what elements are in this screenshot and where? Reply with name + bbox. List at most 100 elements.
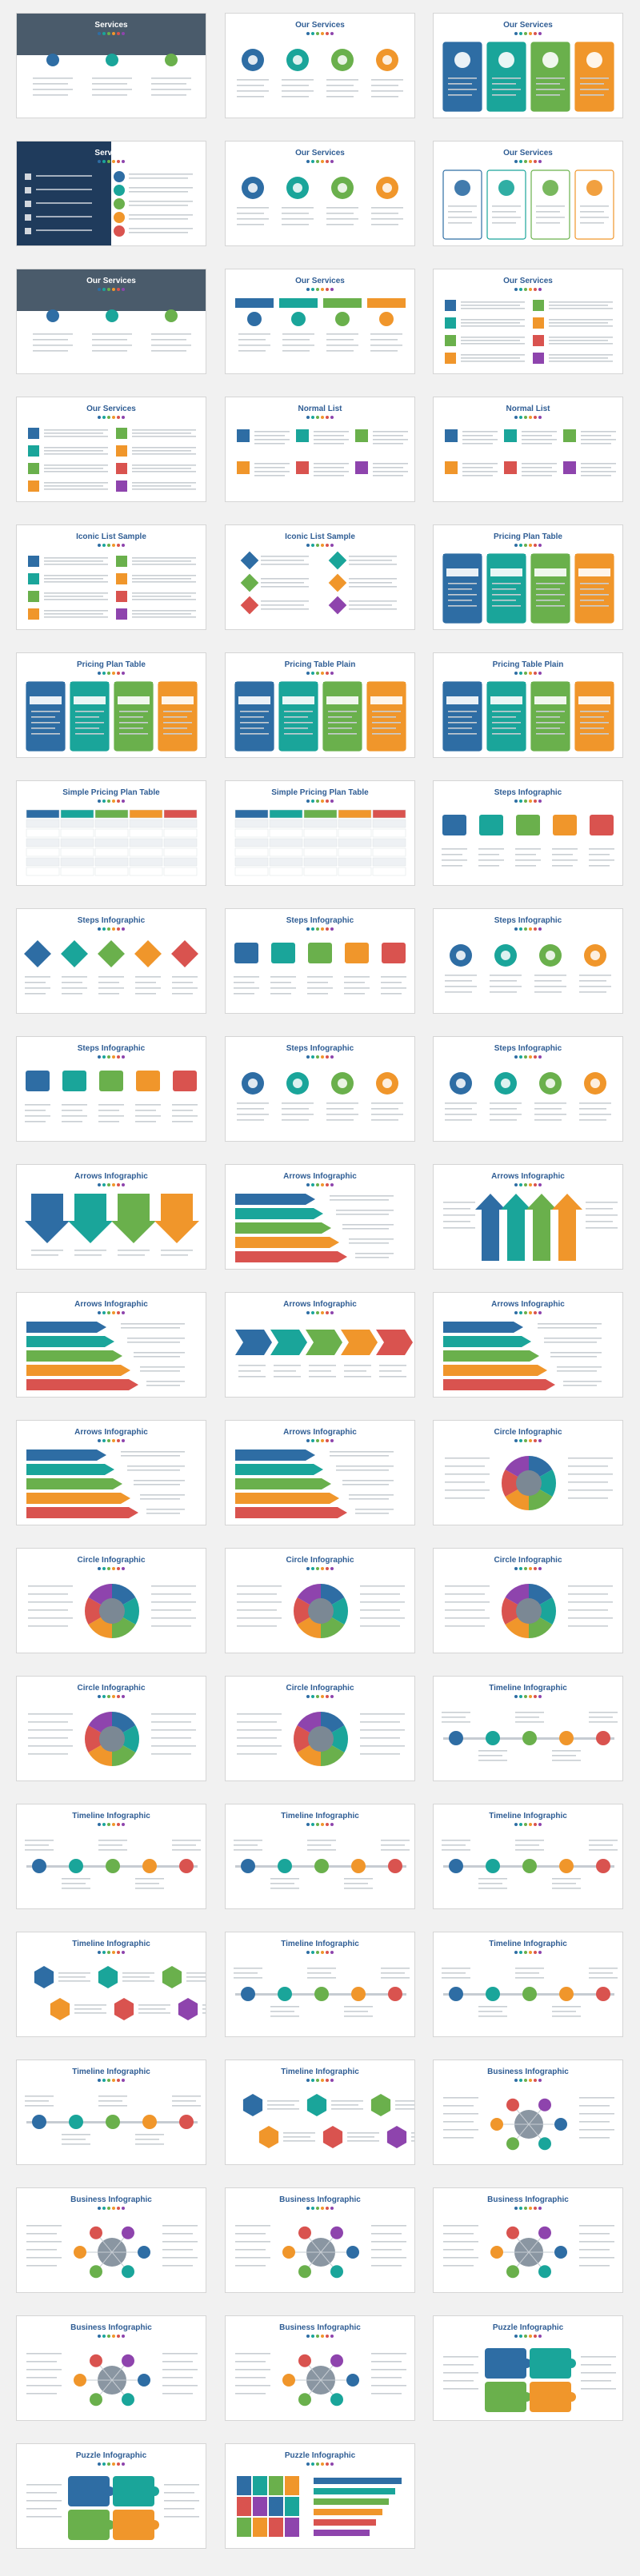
slide-thumbnail[interactable]: Timeline Infographic — [16, 2060, 206, 2165]
slide-thumbnail[interactable]: Business Infographic — [433, 2060, 623, 2165]
slide-thumbnail[interactable]: Services — [16, 13, 206, 118]
slide-thumbnail[interactable]: Pricing Table Plain — [225, 652, 415, 758]
slide-artwork — [445, 300, 613, 364]
slide-thumbnail[interactable]: Steps Infographic — [16, 1036, 206, 1142]
slide-thumbnail[interactable]: Arrows Infographic — [16, 1420, 206, 1525]
slide-title: Puzzle Infographic — [75, 2451, 147, 2460]
slide-thumbnail[interactable]: Our Services — [16, 397, 206, 502]
slide-thumbnail[interactable]: Timeline Infographic — [225, 1804, 415, 1909]
slide-thumbnail[interactable]: Puzzle Infographic — [433, 2315, 623, 2421]
slide-thumbnail[interactable]: Circle Infographic — [16, 1676, 206, 1781]
slide-thumbnail[interactable]: Timeline Infographic — [433, 1932, 623, 2037]
slide-thumbnail[interactable]: Pricing Table Plain — [433, 652, 623, 758]
slide-thumbnail[interactable]: Puzzle Infographic — [16, 2443, 206, 2549]
slide-thumbnail[interactable]: Timeline Infographic — [433, 1676, 623, 1781]
slide-thumbnail[interactable]: Arrows Infographic — [16, 1292, 206, 1398]
slide-thumbnail[interactable]: Our Services — [433, 269, 623, 374]
slide-thumbnail[interactable]: Steps Infographic — [433, 908, 623, 1014]
slide-title: Timeline Infographic — [489, 1684, 567, 1693]
slide-thumbnail[interactable]: Iconic List Sample — [225, 524, 415, 630]
slide-thumbnail[interactable]: Circle Infographic — [225, 1676, 415, 1781]
slide-thumbnail[interactable]: Circle Infographic — [225, 1548, 415, 1653]
slide-thumbnail[interactable]: Simple Pricing Plan Table — [225, 780, 415, 886]
slide-thumbnail[interactable]: Arrows Infographic — [433, 1292, 623, 1398]
slide-thumbnail[interactable]: Services — [16, 141, 206, 246]
slide-title: Business Infographic — [70, 2195, 152, 2204]
slide-artwork — [26, 681, 198, 752]
slide-accent-dots — [226, 672, 414, 675]
slide-thumbnail[interactable]: Our Services — [433, 141, 623, 246]
slide-thumbnail[interactable]: Business Infographic — [16, 2187, 206, 2293]
slide-title: Arrows Infographic — [283, 1428, 357, 1437]
slide-thumbnail[interactable]: Our Services — [433, 13, 623, 118]
slide-accent-dots — [226, 800, 414, 803]
slide-thumbnail[interactable]: Circle Infographic — [16, 1548, 206, 1653]
slide-title: Timeline Infographic — [72, 1940, 150, 1948]
slide-title: Arrows Infographic — [74, 1300, 148, 1309]
slide-title: Our Services — [503, 277, 553, 285]
slide-thumbnail[interactable]: Steps Infographic — [433, 780, 623, 886]
slide-title: Normal List — [298, 405, 342, 413]
slide-title: Business Infographic — [279, 2323, 361, 2332]
slide-thumbnail[interactable]: Iconic List Sample — [16, 524, 206, 630]
slide-accent-dots — [226, 32, 414, 35]
slide-thumbnail[interactable]: Timeline Infographic — [225, 2060, 415, 2165]
slide-thumbnail[interactable]: Our Services — [225, 269, 415, 374]
slide-accent-dots — [226, 1439, 414, 1442]
slide-thumbnail[interactable]: Pricing Plan Table — [433, 524, 623, 630]
slide-artwork — [442, 42, 614, 112]
slide-thumbnail[interactable]: Circle Infographic — [433, 1548, 623, 1653]
slide-accent-dots — [434, 927, 622, 931]
slide-artwork — [17, 14, 206, 96]
slide-artwork — [17, 269, 206, 352]
slide-artwork — [445, 1584, 613, 1638]
slide-artwork — [26, 2476, 199, 2540]
slide-thumbnail[interactable]: Circle Infographic — [433, 1420, 623, 1525]
slide-title: Our Services — [503, 149, 553, 158]
slide-thumbnail[interactable]: Timeline Infographic — [225, 1932, 415, 2037]
slide-thumbnail[interactable]: Timeline Infographic — [433, 1804, 623, 1909]
slide-thumbnail[interactable]: Business Infographic — [225, 2187, 415, 2293]
slide-thumbnail[interactable]: Steps Infographic — [225, 908, 415, 1014]
slide-thumbnail[interactable]: Steps Infographic — [433, 1036, 623, 1142]
slide-title: Timeline Infographic — [489, 1940, 567, 1948]
slide-thumbnail[interactable]: Timeline Infographic — [16, 1804, 206, 1909]
slide-artwork — [235, 298, 406, 352]
slide-title: Steps Infographic — [494, 1044, 562, 1053]
slide-thumbnail[interactable]: Our Services — [16, 269, 206, 374]
slide-accent-dots — [17, 800, 206, 803]
slide-thumbnail[interactable]: Our Services — [225, 13, 415, 118]
slide-title: Pricing Plan Table — [494, 532, 562, 541]
slide-artwork — [445, 1072, 611, 1121]
slide-thumbnail[interactable]: Puzzle Infographic — [225, 2443, 415, 2549]
slide-thumbnail[interactable]: Business Infographic — [225, 2315, 415, 2421]
slide-accent-dots — [434, 2207, 622, 2210]
slide-accent-dots — [434, 1823, 622, 1826]
slide-thumbnail[interactable]: Steps Infographic — [225, 1036, 415, 1142]
slide-artwork — [235, 2353, 406, 2407]
slide-artwork — [235, 1330, 413, 1378]
slide-thumbnail[interactable]: Pricing Plan Table — [16, 652, 206, 758]
slide-thumbnail[interactable]: Business Infographic — [433, 2187, 623, 2293]
slide-thumbnail[interactable]: Timeline Infographic — [16, 1932, 206, 2037]
slide-accent-dots — [17, 2462, 206, 2466]
slide-thumbnail[interactable]: Normal List — [433, 397, 623, 502]
slide-thumbnail[interactable]: Arrows Infographic — [433, 1164, 623, 1270]
slide-artwork — [445, 944, 611, 993]
slide-thumbnail[interactable]: Arrows Infographic — [225, 1420, 415, 1525]
slide-thumbnail[interactable]: Our Services — [225, 141, 415, 246]
slide-artwork — [442, 815, 614, 867]
slide-artwork — [26, 2353, 198, 2407]
slide-thumbnail[interactable]: Simple Pricing Plan Table — [16, 780, 206, 886]
slide-thumbnail[interactable]: Normal List — [225, 397, 415, 502]
slide-accent-dots — [226, 2462, 414, 2466]
slide-title: Pricing Table Plain — [284, 660, 356, 669]
slide-thumbnail[interactable]: Arrows Infographic — [225, 1164, 415, 1270]
slide-accent-dots — [434, 544, 622, 547]
slide-thumbnail[interactable]: Arrows Infographic — [16, 1164, 206, 1270]
slide-artwork — [234, 1968, 410, 2017]
slide-thumbnail[interactable]: Steps Infographic — [16, 908, 206, 1014]
slide-thumbnail[interactable]: Business Infographic — [16, 2315, 206, 2421]
slide-artwork — [443, 2348, 616, 2412]
slide-thumbnail[interactable]: Arrows Infographic — [225, 1292, 415, 1398]
